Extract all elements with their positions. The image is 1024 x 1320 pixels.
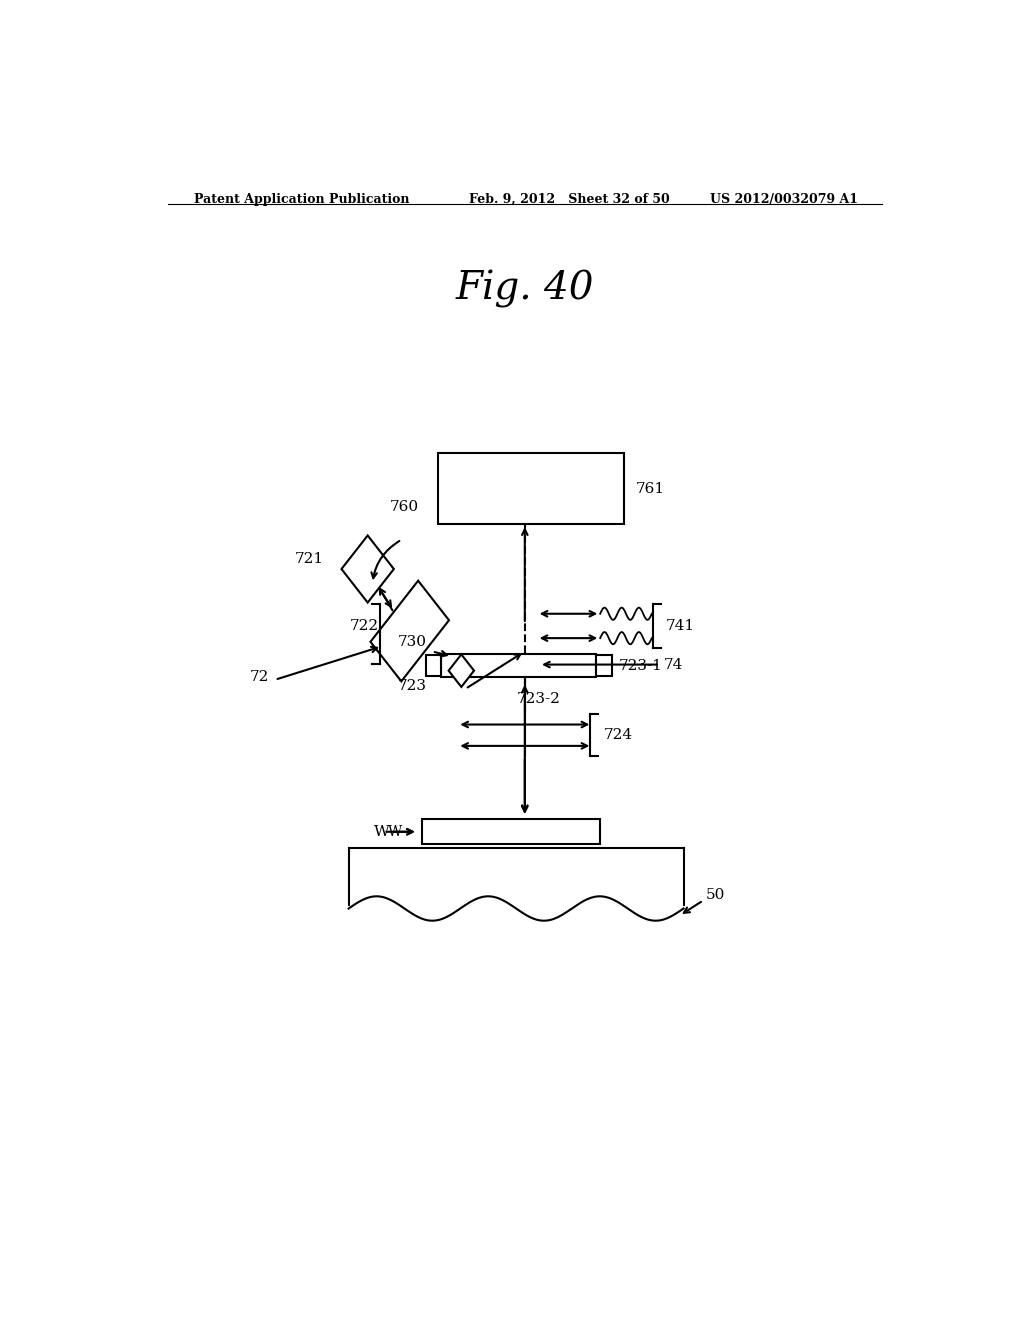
Bar <box>426 656 441 676</box>
Text: 723-1: 723-1 <box>618 659 663 673</box>
Text: Fig. 40: Fig. 40 <box>456 271 594 308</box>
Text: Patent Application Publication: Patent Application Publication <box>194 193 410 206</box>
Bar <box>437 453 624 524</box>
Text: W: W <box>387 825 401 838</box>
Text: US 2012/0032079 A1: US 2012/0032079 A1 <box>710 193 858 206</box>
Text: 723-2: 723-2 <box>517 692 561 706</box>
Text: 730: 730 <box>397 635 427 649</box>
Text: 723: 723 <box>397 678 427 693</box>
Text: 721: 721 <box>295 552 324 566</box>
Text: W: W <box>374 825 390 838</box>
Text: 72: 72 <box>250 669 269 684</box>
Polygon shape <box>341 536 394 602</box>
Bar <box>441 655 596 677</box>
Text: 761: 761 <box>636 482 665 496</box>
Polygon shape <box>371 581 449 681</box>
Text: 760: 760 <box>390 500 419 515</box>
Text: 722: 722 <box>350 619 379 634</box>
Text: 74: 74 <box>664 657 683 672</box>
Bar <box>422 818 600 845</box>
Text: 50: 50 <box>706 888 725 903</box>
Text: Feb. 9, 2012   Sheet 32 of 50: Feb. 9, 2012 Sheet 32 of 50 <box>469 193 670 206</box>
Text: 741: 741 <box>666 619 694 634</box>
Text: 724: 724 <box>604 729 633 742</box>
Bar <box>596 656 612 676</box>
Polygon shape <box>449 655 474 686</box>
